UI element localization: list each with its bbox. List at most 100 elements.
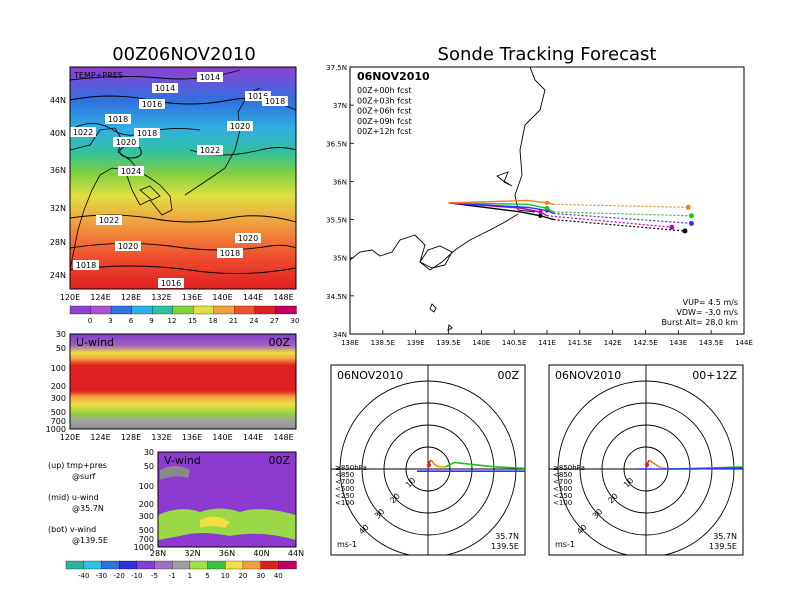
hodo-time: 00+12Z — [692, 369, 737, 382]
track-landing-point — [669, 224, 675, 230]
isobar-label: 1020 — [230, 122, 250, 131]
hodo-lon: 139.5E — [491, 542, 519, 551]
isobar-label-bg — [197, 72, 223, 82]
u-lon-tick: 120E — [60, 433, 80, 442]
isobar-label-bg — [134, 128, 160, 138]
isobar-label-bg — [158, 278, 184, 288]
track-date: 06NOV2010 — [357, 70, 430, 83]
track-lon-tick: 139.5E — [436, 339, 460, 347]
hodo-lon: 139.5E — [709, 542, 737, 551]
u-pressure-tick: 700 — [51, 417, 66, 426]
coastline-korea — [139, 185, 161, 201]
v-wind-frame — [157, 451, 297, 548]
isobar-label-bg — [96, 215, 122, 225]
v-colorbar-tick: -1 — [169, 572, 176, 580]
temp-lat-tick: 36N — [50, 166, 66, 175]
isobar-label: 1022 — [73, 128, 93, 137]
hodo-surface-point — [427, 463, 431, 467]
isobar-label: 1018 — [137, 129, 157, 138]
temp-panel-title: 00Z06NOV2010 — [112, 44, 256, 65]
isobar-label-bg — [217, 248, 243, 258]
hodo-pressure-legend: <250 — [335, 492, 354, 500]
u-lon-ticks: 120E 124E 128E 132E 136E 140E 144E 148E — [60, 433, 294, 442]
track-landing-point — [682, 228, 688, 234]
u-pressure-tick: 500 — [51, 408, 66, 417]
temp-colorbar-tick: 6 — [129, 317, 134, 325]
temp-colorbar-tick: 30 — [291, 317, 300, 325]
temp-colorbar-tick: 9 — [149, 317, 153, 325]
track-lat-tick: 34N — [333, 331, 347, 339]
track-ascent-line — [448, 202, 554, 221]
v-colorbar-tick: 5 — [205, 572, 209, 580]
hodo-pressure-legend: ≥850hPa — [553, 464, 585, 472]
v-pressure-tick: 300 — [139, 512, 154, 521]
v-colorbar-tick: -5 — [151, 572, 158, 580]
hodo-date: 06NOV2010 — [337, 369, 403, 382]
track-coastline — [349, 66, 546, 331]
v-wind-label: V-wind — [164, 454, 201, 467]
temp-colorbar-swatch — [172, 305, 194, 315]
u-lon-tick: 124E — [90, 433, 110, 442]
track-lon-ticks: 138E 138.5E 139E 139.5E 140E 140.5E 141E 141.5E… — [341, 330, 753, 347]
track-legend-entry: 00Z+09h fcst — [357, 117, 412, 126]
track-ascent-line — [448, 202, 554, 213]
track-lon-tick: 142E — [604, 339, 622, 347]
v-wind-yellow-patch — [200, 516, 230, 528]
temp-lat-tick: 32N — [50, 204, 66, 213]
temp-colorbar-swatch — [131, 305, 153, 315]
temp-lon-ticks: 120E 124E 128E 132E 136E 140E 144E 148E — [60, 293, 294, 302]
hodo-rings — [549, 365, 752, 555]
u-pressure-tick: 1000 — [46, 425, 66, 434]
hodo-trace — [745, 467, 752, 468]
v-colorbar-swatch — [136, 560, 156, 570]
v-colorbar-swatch — [260, 560, 279, 570]
v-colorbar-swatch — [189, 560, 209, 570]
v-pressure-tick: 100 — [139, 482, 154, 491]
isobar-label: 1016 — [161, 279, 181, 288]
track-burst-point — [538, 209, 543, 215]
u-pressure-tick: 50 — [56, 344, 66, 353]
hodo-units: ms-1 — [337, 540, 357, 549]
v-colorbar-tick: -10 — [131, 572, 142, 580]
v-colorbar-tick: 30 — [256, 572, 265, 580]
v-lat-tick: 44N — [288, 549, 304, 558]
temp-lon-tick: 120E — [60, 293, 80, 302]
temp-colorbar-tick: 27 — [270, 317, 279, 325]
temp-colorbar-tick: 21 — [229, 317, 238, 325]
isobar-label: 1018 — [265, 97, 285, 106]
isobar-label: 1014 — [200, 73, 220, 82]
v-wind-time: 00Z — [268, 454, 290, 467]
isobar-label-bg — [152, 83, 178, 93]
legend-note-line1: (bot) v-wind — [48, 525, 96, 534]
v-pressure-tick: 200 — [139, 500, 154, 509]
temp-panel-label: TEMP+PRES — [73, 71, 123, 80]
track-legend-entry: 00Z+06h fcst — [357, 107, 412, 116]
temp-colorbar-swatch — [152, 305, 174, 315]
track-panel: Sonde Tracking Forecast 06NOV2010 00Z+00… — [326, 44, 753, 347]
isobar-label: 1022 — [99, 216, 119, 225]
track-lon-tick: 139E — [407, 339, 425, 347]
temp-colorbar-swatch — [275, 305, 297, 315]
u-wind-field — [70, 334, 296, 429]
track-lon-tick: 142.5E — [633, 339, 657, 347]
track-lat-tick: 35.5N — [326, 217, 347, 225]
hodo-surface-point — [645, 463, 649, 467]
u-pressure-tick: 300 — [51, 394, 66, 403]
track-descent-line — [553, 203, 689, 208]
isobar-label: 1018 — [108, 115, 128, 124]
temp-lon-tick: 128E — [121, 293, 141, 302]
temp-colorbar-tick: 24 — [250, 317, 259, 325]
hodo-lat: 35.7N — [713, 532, 737, 541]
isobar-label: 1016 — [248, 92, 268, 101]
temp-lon-tick: 124E — [90, 293, 110, 302]
v-colorbar-swatch — [242, 560, 262, 570]
track-landing-point — [685, 204, 691, 210]
temp-lon-tick: 140E — [212, 293, 232, 302]
temp-colorbar: 0 3 6 9 12 15 18 21 24 27 30 — [69, 305, 300, 325]
isobar-label: 1020 — [116, 138, 136, 147]
u-pressure-tick: 200 — [51, 382, 66, 391]
